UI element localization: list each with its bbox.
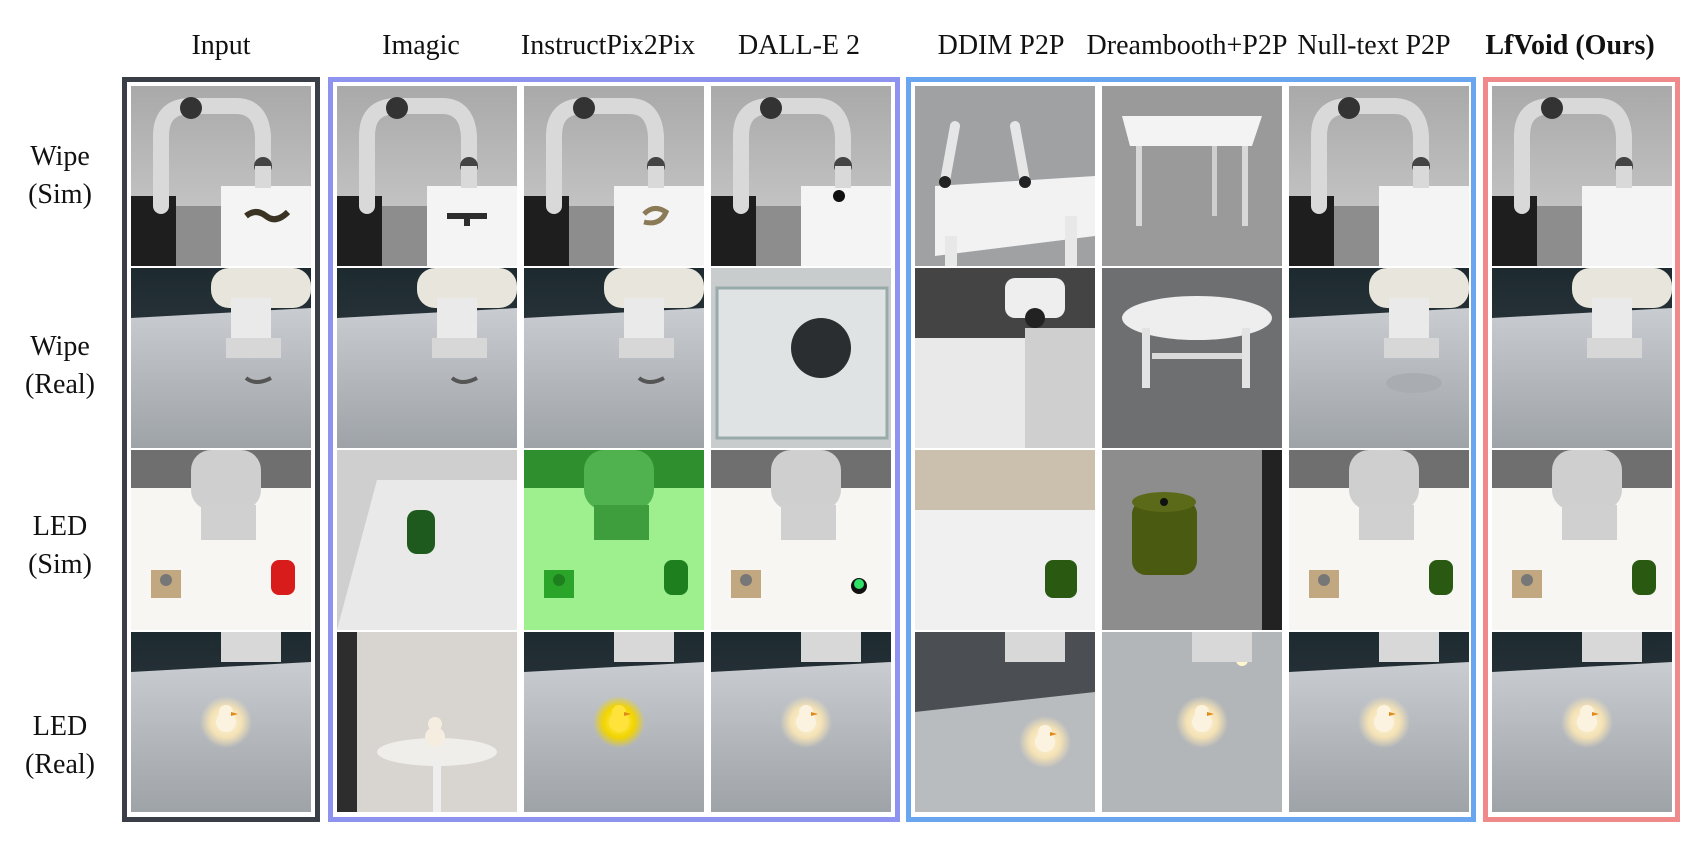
result-image-wipe-sim-ddim-p2p <box>915 86 1095 266</box>
column-header-nulltext-p2p: Null-text P2P <box>1297 30 1451 61</box>
column-header-lfvoid: LfVoid (Ours) <box>1485 30 1655 61</box>
column-header-input: Input <box>191 30 251 61</box>
result-image-led-real-nulltext-p2p <box>1289 632 1469 812</box>
row-label-wipe-sim: Wipe (Sim) <box>0 138 120 214</box>
result-image-wipe-real-lfvoid <box>1492 268 1672 448</box>
column-header-instructpix2pix: InstructPix2Pix <box>520 30 696 61</box>
result-image-wipe-real-dalle2 <box>711 268 891 448</box>
result-image-wipe-sim-dreambooth-p2p <box>1102 86 1282 266</box>
row-label-wipe-real: Wipe (Real) <box>0 328 120 404</box>
row-label-task: Wipe <box>30 141 90 172</box>
result-image-led-sim-lfvoid <box>1492 450 1672 630</box>
result-image-wipe-real-dreambooth-p2p <box>1102 268 1282 448</box>
row-label-led-sim: LED (Sim) <box>0 508 120 584</box>
result-image-led-real-imagic <box>337 632 517 812</box>
result-image-wipe-sim-lfvoid <box>1492 86 1672 266</box>
result-image-wipe-sim-nulltext-p2p <box>1289 86 1469 266</box>
result-image-led-sim-nulltext-p2p <box>1289 450 1469 630</box>
row-label-domain: (Sim) <box>28 179 92 210</box>
row-label-domain: (Real) <box>25 369 95 400</box>
result-image-led-sim-dreambooth-p2p <box>1102 450 1282 630</box>
result-image-wipe-real-ddim-p2p <box>915 268 1095 448</box>
result-image-wipe-sim-dalle2 <box>711 86 891 266</box>
baseline-group-1-frame <box>328 77 900 822</box>
result-image-wipe-real-nulltext-p2p <box>1289 268 1469 448</box>
ours-group-frame <box>1483 77 1680 822</box>
result-image-led-sim-imagic <box>337 450 517 630</box>
result-image-led-sim-ddim-p2p <box>915 450 1095 630</box>
result-image-wipe-sim-imagic <box>337 86 517 266</box>
result-image-led-sim-instructpix2pix <box>524 450 704 630</box>
result-image-wipe-real-instructpix2pix <box>524 268 704 448</box>
column-header-dalle2: DALL-E 2 <box>737 30 861 61</box>
row-label-task: Wipe <box>30 331 90 362</box>
column-header-dreambooth-p2p: Dreambooth+P2P <box>1086 30 1288 61</box>
result-image-wipe-real-input <box>131 268 311 448</box>
result-image-wipe-sim-instructpix2pix <box>524 86 704 266</box>
row-label-domain: (Real) <box>25 749 95 780</box>
row-label-led-real: LED (Real) <box>0 708 120 784</box>
result-image-led-real-instructpix2pix <box>524 632 704 812</box>
result-image-led-real-ddim-p2p <box>915 632 1095 812</box>
input-group-frame <box>122 77 320 822</box>
result-image-led-real-input <box>131 632 311 812</box>
row-label-task: LED <box>32 511 88 542</box>
row-label-task: LED <box>32 711 88 742</box>
baseline-group-2-frame <box>906 77 1476 822</box>
row-label-domain: (Sim) <box>28 549 92 580</box>
result-image-wipe-sim-input <box>131 86 311 266</box>
result-image-led-sim-dalle2 <box>711 450 891 630</box>
column-header-imagic: Imagic <box>382 30 460 61</box>
column-header-ddim-p2p: DDIM P2P <box>937 30 1065 61</box>
result-image-led-real-dalle2 <box>711 632 891 812</box>
result-image-led-real-dreambooth-p2p <box>1102 632 1282 812</box>
result-image-led-real-lfvoid <box>1492 632 1672 812</box>
result-image-wipe-real-imagic <box>337 268 517 448</box>
result-image-led-sim-input <box>131 450 311 630</box>
